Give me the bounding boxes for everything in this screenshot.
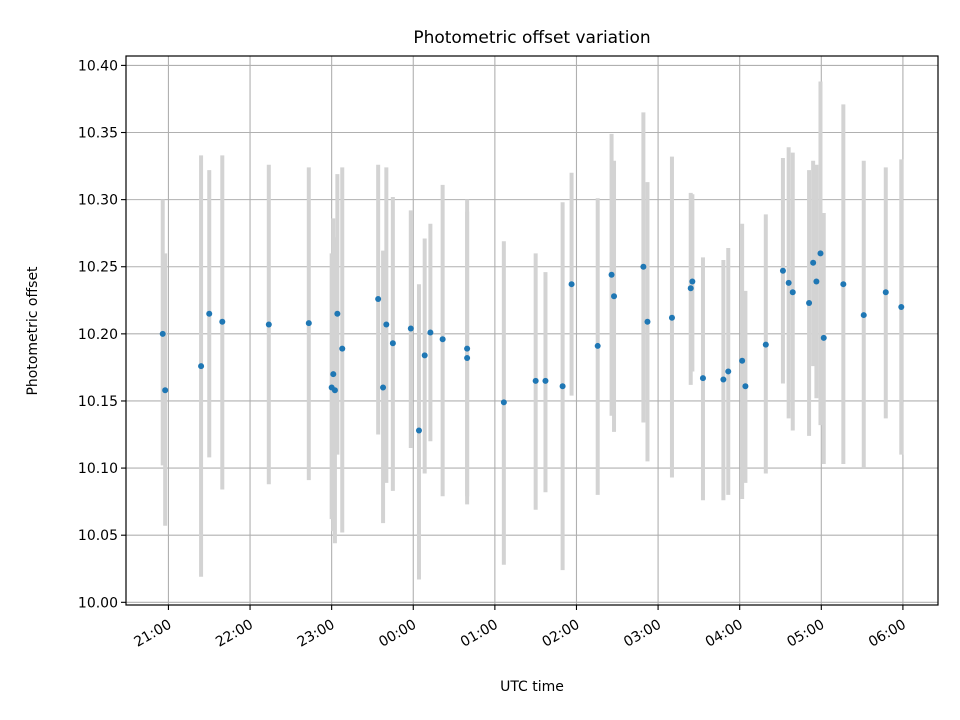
data-point <box>219 318 226 325</box>
data-point <box>687 285 694 292</box>
y-tick-label: 10.35 <box>78 126 118 142</box>
data-point <box>568 281 575 288</box>
data-point <box>699 375 706 382</box>
x-axis-label: UTC time <box>500 679 564 695</box>
data-point <box>785 279 792 286</box>
data-point <box>840 281 847 288</box>
y-axis-ticks: 10.00 10.05 10.10 10.15 10.20 10.25 10.30 10.35… <box>78 58 126 611</box>
data-point <box>668 314 675 321</box>
data-point <box>739 357 746 364</box>
data-point <box>779 267 786 274</box>
data-point <box>305 320 312 327</box>
data-point <box>810 259 817 266</box>
grid <box>126 56 938 605</box>
y-tick-label: 10.30 <box>78 193 118 209</box>
data-point <box>380 384 387 391</box>
y-tick-label: 10.10 <box>78 461 118 477</box>
data-point <box>559 383 566 390</box>
data-point <box>162 387 169 394</box>
data-point <box>806 299 813 306</box>
data-point <box>389 340 396 347</box>
data-point <box>789 289 796 296</box>
data-point <box>882 289 889 296</box>
data-point <box>611 293 618 300</box>
data-point <box>439 336 446 343</box>
data-point <box>198 363 205 370</box>
data-points <box>159 250 905 434</box>
data-point <box>421 352 428 359</box>
data-point <box>330 371 337 378</box>
y-tick-label: 10.25 <box>78 260 118 276</box>
data-point <box>265 321 272 328</box>
data-point <box>464 355 471 362</box>
y-tick-label: 10.05 <box>78 528 118 544</box>
data-point <box>820 334 827 341</box>
chart-title: Photometric offset variation <box>413 28 650 48</box>
y-axis-label: Photometric offset <box>25 266 41 396</box>
data-point <box>532 377 539 384</box>
data-point <box>817 250 824 257</box>
data-point <box>375 295 382 302</box>
data-point <box>383 321 390 328</box>
y-tick-label: 10.20 <box>78 327 118 343</box>
data-point <box>339 345 346 352</box>
data-point <box>500 399 507 406</box>
data-point <box>542 377 549 384</box>
data-point <box>464 345 471 352</box>
data-point <box>331 387 338 394</box>
data-point <box>644 318 651 325</box>
data-point <box>206 310 213 317</box>
y-tick-label: 10.15 <box>78 394 118 410</box>
data-point <box>415 427 422 434</box>
data-point <box>159 330 166 337</box>
y-tick-label: 10.00 <box>78 595 118 611</box>
data-point <box>898 304 905 311</box>
data-point <box>860 312 867 319</box>
data-point <box>407 325 414 332</box>
data-point <box>334 310 341 317</box>
data-point <box>720 376 727 383</box>
data-point <box>608 271 615 278</box>
data-point <box>594 342 601 349</box>
data-point <box>689 278 696 285</box>
data-point <box>725 368 732 375</box>
data-point <box>427 329 434 336</box>
data-point <box>640 263 647 270</box>
data-point <box>762 341 769 348</box>
y-tick-label: 10.40 <box>78 58 118 74</box>
plot-frame <box>125 55 939 606</box>
plot-background <box>126 56 938 605</box>
data-point <box>813 278 820 285</box>
data-point <box>742 383 749 390</box>
